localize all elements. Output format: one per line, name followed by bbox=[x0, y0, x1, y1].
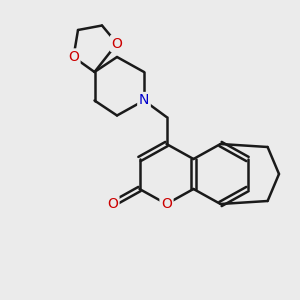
Text: N: N bbox=[139, 94, 149, 107]
Text: O: O bbox=[112, 37, 122, 50]
Text: O: O bbox=[68, 50, 79, 64]
Text: O: O bbox=[161, 197, 172, 211]
Text: O: O bbox=[107, 197, 118, 211]
